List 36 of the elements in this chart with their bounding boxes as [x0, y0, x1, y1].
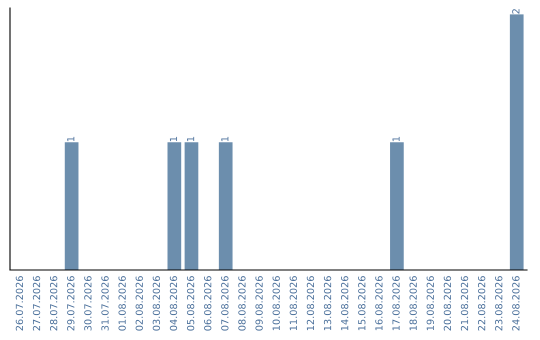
x-tick-label: 24.08.2026	[512, 276, 520, 331]
x-tick-label: 13.08.2026	[324, 276, 332, 330]
x-tick-label: 15.08.2026	[358, 276, 366, 330]
x-tick-label: 01.08.2026	[118, 276, 126, 331]
x-tick-label: 04.08.2026	[170, 276, 178, 331]
x-tick-label: 18.08.2026	[409, 276, 417, 330]
x-tick-label: 31.07.2026	[101, 276, 109, 330]
x-tick-label: 08.08.2026	[238, 276, 246, 331]
data-label: 1	[221, 136, 228, 142]
x-tick-label: 12.08.2026	[306, 276, 314, 330]
x-tick-label: 19.08.2026	[426, 276, 434, 330]
x-tick-label: 06.08.2026	[204, 276, 212, 331]
data-label: 1	[170, 136, 178, 142]
data-label: 1	[67, 136, 74, 142]
x-tick-label: 17.08.2026	[392, 276, 400, 330]
x-tick-label: 16.08.2026	[375, 276, 383, 330]
x-tick-label: 23.08.2026	[495, 276, 502, 331]
x-tick-label: 10.08.2026	[272, 276, 280, 330]
x-tick-label: 09.08.2026	[255, 276, 263, 331]
x-tick-label: 02.08.2026	[136, 276, 143, 331]
x-tick-label: 11.08.2026	[290, 276, 297, 330]
x-tick-label: 28.07.2026	[50, 276, 58, 331]
x-tick-label: 29.07.2026	[67, 276, 74, 331]
x-tick-label: 20.08.2026	[444, 276, 452, 331]
x-tick-label: 26.07.2026	[16, 276, 24, 331]
x-tick-label: 05.08.2026	[186, 276, 194, 331]
x-tick-label: 22.08.2026	[478, 276, 486, 331]
x-tick-label: 03.08.2026	[152, 276, 160, 331]
x-tick-label: 14.08.2026	[341, 276, 348, 330]
data-label: 1	[187, 136, 194, 142]
data-label: 1	[392, 136, 400, 142]
x-tick-label: 30.07.2026	[84, 276, 92, 330]
x-tick-label: 21.08.2026	[460, 276, 468, 331]
x-tick-label: 27.07.2026	[32, 276, 40, 331]
x-tick-label: 07.08.2026	[221, 276, 229, 331]
data-label: 2	[512, 9, 520, 14]
